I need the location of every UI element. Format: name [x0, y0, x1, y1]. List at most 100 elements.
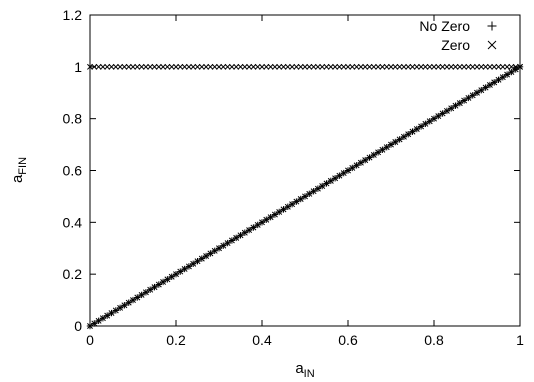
data-point-zero-lower [91, 320, 98, 327]
data-point-zero-lower [495, 76, 502, 83]
data-point-zero-upper [452, 63, 459, 70]
data-point-zero-lower [422, 120, 429, 127]
x-tick-label: 0.4 [252, 332, 272, 348]
data-point-zero-lower [357, 159, 364, 166]
data-point-zero-upper [207, 63, 214, 70]
data-point-zero-upper [388, 63, 394, 70]
data-point-zero-lower [482, 84, 489, 91]
data-point-zero-lower [431, 115, 437, 122]
data-point-zero-upper [366, 63, 373, 70]
data-point-zero-lower [448, 105, 455, 112]
data-point-zero-lower [99, 315, 106, 322]
data-point-zero-lower [409, 128, 416, 135]
x-axis-title: aIN [295, 360, 314, 380]
data-point-zero-lower [237, 232, 244, 239]
data-point-zero-lower [418, 123, 425, 130]
data-point-zero-upper [280, 63, 287, 70]
data-point-zero-upper [284, 63, 291, 70]
data-point-zero-lower [194, 258, 201, 265]
y-tick-label: 0.4 [63, 214, 83, 230]
data-point-zero-upper [95, 63, 102, 70]
data-point-zero-upper [203, 63, 210, 70]
data-point-zero-upper [246, 63, 253, 70]
data-point-zero-upper [233, 63, 240, 70]
data-point-zero-upper [194, 63, 201, 70]
data-point-zero-upper [396, 63, 403, 70]
y-tick-label: 0.6 [63, 163, 83, 179]
data-point-zero-upper [147, 63, 154, 70]
data-point-zero-upper [336, 63, 343, 70]
data-point-zero-upper [181, 63, 188, 70]
x-tick-label: 0 [86, 332, 94, 348]
data-point-zero-lower [413, 126, 420, 132]
data-point-zero-lower [284, 203, 291, 210]
data-point-zero-upper [508, 63, 515, 70]
data-point-zero-lower [104, 312, 111, 319]
data-point-zero-lower [121, 302, 128, 309]
data-point-zero-lower [220, 242, 227, 249]
data-point-zero-lower [388, 141, 394, 148]
data-point-zero-upper [426, 63, 433, 70]
data-point-zero-upper [190, 63, 197, 70]
data-point-zero-upper [491, 63, 498, 70]
data-point-zero-upper [353, 63, 360, 70]
data-point-zero-upper [370, 63, 377, 70]
y-tick-label: 0.8 [63, 111, 83, 127]
data-point-zero-lower [366, 154, 373, 161]
data-point-zero-upper [121, 63, 128, 70]
data-point-zero-upper [383, 63, 390, 70]
data-point-zero-upper [435, 63, 442, 70]
data-point-zero-upper [99, 63, 106, 70]
data-point-zero-lower [465, 94, 472, 101]
data-point-zero-lower [228, 237, 235, 244]
data-point-zero-upper [228, 63, 235, 70]
data-point-zero-lower [177, 268, 184, 275]
data-point-zero-upper [271, 63, 278, 70]
data-point-zero-lower [293, 198, 300, 205]
data-point-zero-lower [207, 250, 214, 257]
data-point-zero-upper [362, 63, 369, 70]
data-point-zero-upper [267, 63, 274, 70]
data-point-zero-lower [185, 263, 192, 270]
legend-label-no-zero: No Zero [419, 18, 470, 34]
x-axis-title-main: a [295, 360, 304, 377]
y-axis-title: aFIN [9, 157, 29, 183]
y-tick-label: 1 [74, 59, 82, 75]
data-point-zero-upper [198, 63, 205, 70]
plot-frame [89, 14, 521, 327]
data-point-zero-upper [375, 63, 382, 70]
data-point-zero-upper [263, 63, 270, 70]
data-point-zero-lower [246, 227, 253, 234]
data-point-zero-lower [392, 139, 399, 145]
data-point-zero-upper [160, 63, 167, 70]
data-point-zero-lower [383, 144, 390, 151]
data-point-zero-upper [130, 63, 136, 70]
data-point-zero-upper [512, 63, 519, 70]
data-point-zero-upper [439, 63, 446, 70]
data-point-zero-upper [478, 63, 485, 70]
data-point-zero-upper [474, 63, 480, 70]
data-point-zero-upper [293, 63, 300, 70]
data-point-zero-upper [104, 63, 111, 70]
data-point-zero-lower [426, 118, 433, 125]
data-point-zero-lower [181, 266, 188, 272]
data-point-zero-lower [302, 193, 308, 200]
data-point-zero-lower [349, 164, 356, 171]
data-point-zero-lower [254, 221, 261, 228]
data-point-zero-lower [375, 149, 382, 156]
x-tick-label: 0.2 [166, 332, 186, 348]
data-point-zero-lower [271, 211, 278, 218]
data-point-zero-lower [400, 133, 407, 140]
data-point-zero-upper [297, 63, 304, 70]
data-point-zero-upper [469, 63, 476, 70]
data-point-zero-lower [504, 71, 511, 78]
data-point-zero-upper [431, 63, 437, 70]
data-point-zero-lower [224, 240, 231, 247]
data-point-zero-upper [413, 63, 420, 70]
data-point-zero-lower [370, 151, 377, 158]
data-point-zero-upper [289, 63, 296, 70]
data-point-zero-upper [259, 63, 265, 70]
data-point-zero-lower [263, 216, 270, 223]
data-point-zero-upper [254, 63, 261, 70]
data-point-zero-lower [134, 294, 141, 301]
